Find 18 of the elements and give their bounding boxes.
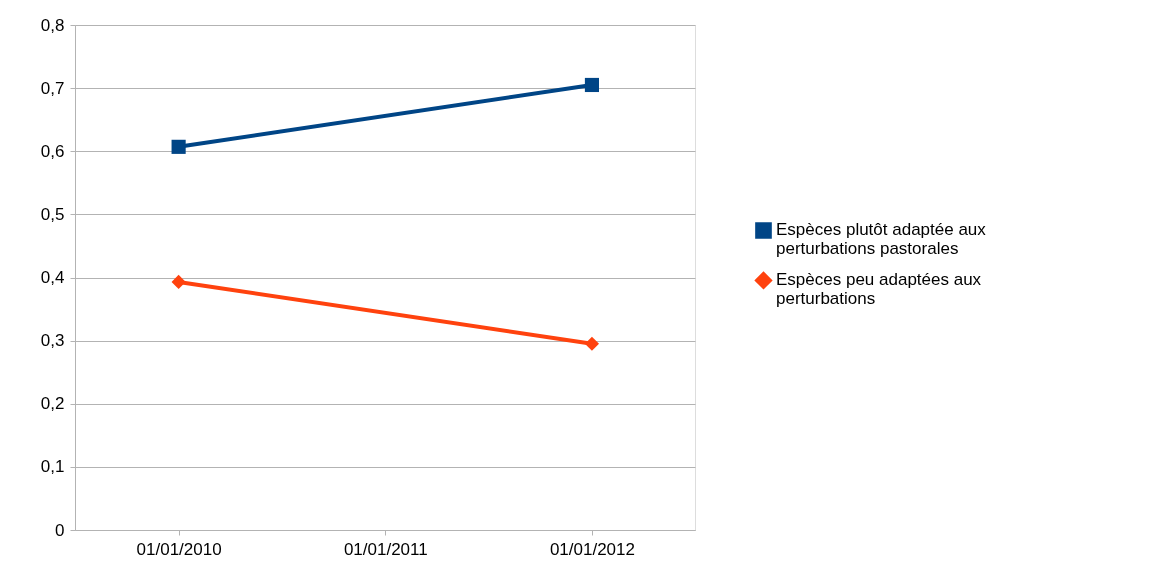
- y-tick-label: 0,5: [40, 204, 65, 224]
- y-tick-label: 0,7: [40, 78, 65, 98]
- point: [584, 336, 600, 351]
- y-tick-label: 0,8: [40, 15, 65, 35]
- point: [171, 274, 186, 289]
- x-tick-label: 01/01/2010: [136, 539, 222, 559]
- x-tick-label: 01/01/2012: [549, 539, 635, 559]
- point: [584, 77, 600, 93]
- y-tick-label: 0,4: [40, 268, 65, 287]
- legend-label: Espèces peu adaptées aux perturbations: [776, 270, 982, 309]
- y-tick-label: 0,6: [40, 141, 65, 161]
- x-tick-label: 01/01/2011: [343, 539, 428, 559]
- y-tick-label: 0,3: [40, 331, 65, 351]
- y-tick-label: 0,2: [40, 394, 65, 414]
- y-tick-label: 0: [55, 520, 65, 540]
- legend-label: Espèces plutôt adaptée aux perturbations pastorales: [776, 220, 987, 259]
- point: [171, 139, 186, 154]
- y-tick-label: 0,1: [40, 457, 65, 477]
